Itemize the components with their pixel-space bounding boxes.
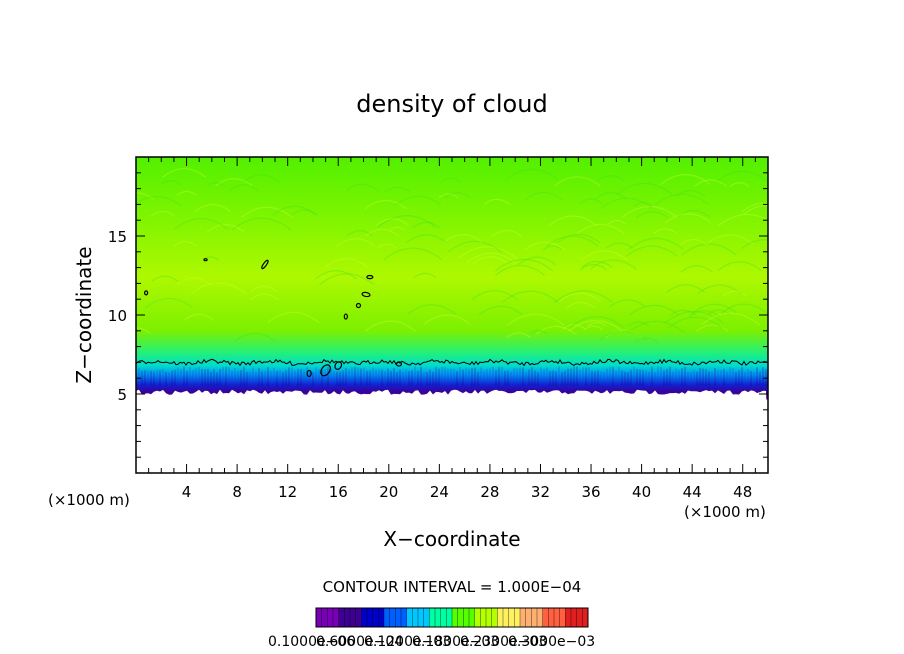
contour-interval-label: CONTOUR INTERVAL = 1.000E−04	[323, 578, 582, 596]
colorbar-swatch	[355, 608, 362, 627]
colorbar-swatch	[435, 608, 442, 627]
colorbar-swatch	[418, 608, 425, 627]
colorbar-label: 0.1800e−03	[412, 634, 499, 650]
colorbar-swatch	[576, 608, 583, 627]
colorbar-swatch	[565, 608, 572, 627]
colorbar-swatch	[423, 608, 430, 627]
y-axis-label: Z−coordinate	[72, 246, 96, 383]
colorbar-swatch	[520, 608, 527, 627]
colorbar-label: 0.1000e−06	[268, 634, 355, 650]
x-tick-label: 8	[232, 483, 242, 501]
colorbar-swatch	[474, 608, 481, 627]
colorbar-swatch	[548, 608, 555, 627]
colorbar-swatch	[508, 608, 515, 627]
colorbar-swatch	[395, 608, 402, 627]
y-tick-label: 15	[108, 228, 127, 246]
colorbar-swatch	[582, 608, 589, 627]
colorbar-swatch	[537, 608, 544, 627]
x-tick-label: 44	[683, 483, 702, 501]
colorbar-swatch	[469, 608, 476, 627]
colorbar-swatch	[367, 608, 374, 627]
colorbar-swatch	[446, 608, 453, 627]
colorbar-swatch	[338, 608, 345, 627]
colorbar-labels: 0.1000e−060.6000e−040.1200e−030.1800e−03…	[268, 634, 595, 650]
colorbar-swatch	[384, 608, 391, 627]
colorbar-swatch	[514, 608, 521, 627]
colorbar-swatch	[491, 608, 498, 627]
y-axis-ticks: 5 10 15	[108, 172, 768, 458]
colorbar-label: 0.1200e−03	[364, 634, 451, 650]
x-tick-label: 4	[182, 483, 192, 501]
colorbar-swatch	[429, 608, 436, 627]
colorbar-swatch	[525, 608, 532, 627]
colorbar-swatch	[571, 608, 578, 627]
x-unit-left: (×1000 m)	[48, 491, 130, 509]
x-tick-label: 32	[531, 483, 550, 501]
colorbar-swatch	[554, 608, 561, 627]
x-axis-ticks: 4 8 12 16 20 24 28 32 36 40 44 48	[148, 157, 756, 501]
chart-title: density of cloud	[356, 90, 547, 118]
colorbar-label: 0.2300e−03	[460, 634, 547, 650]
colorbar	[315, 607, 589, 628]
cloud-top-contour	[136, 358, 768, 367]
y-tick-label: 10	[108, 307, 127, 325]
x-tick-label: 12	[278, 483, 297, 501]
field-texture	[136, 168, 768, 386]
colorbar-swatch	[480, 608, 487, 627]
colorbar-swatch	[316, 608, 323, 627]
colorbar-label: 0.6000e−04	[316, 634, 403, 650]
cloud-base-edge	[136, 387, 768, 473]
y-tick-label: 5	[117, 386, 127, 404]
colorbar-swatch	[378, 608, 385, 627]
colorbar-swatch	[389, 608, 396, 627]
colorbar-swatch	[503, 608, 510, 627]
colorbar-swatch	[457, 608, 464, 627]
colorbar-swatch	[361, 608, 368, 627]
colorbar-swatch	[333, 608, 340, 627]
x-tick-label: 16	[329, 483, 348, 501]
colorbar-swatch	[406, 608, 413, 627]
colorbar-swatch	[559, 608, 566, 627]
x-tick-label: 48	[733, 483, 752, 501]
colorbar-swatch	[452, 608, 459, 627]
x-axis-label: X−coordinate	[383, 527, 520, 551]
small-contours	[144, 258, 403, 378]
colorbar-label: 0.3000e−03	[508, 634, 595, 650]
colorbar-swatch	[350, 608, 357, 627]
colorbar-swatch	[486, 608, 493, 627]
x-tick-label: 40	[632, 483, 651, 501]
x-tick-label: 20	[379, 483, 398, 501]
x-tick-label: 28	[480, 483, 499, 501]
colorbar-swatch	[412, 608, 419, 627]
x-tick-label: 24	[430, 483, 449, 501]
colorbar-swatch	[327, 608, 334, 627]
colorbar-swatch	[372, 608, 379, 627]
colorbar-swatch	[440, 608, 447, 627]
colorbar-swatch	[401, 608, 408, 627]
colorbar-swatch	[463, 608, 470, 627]
colorbar-swatch	[497, 608, 504, 627]
colorbar-swatch	[531, 608, 538, 627]
colorbar-swatch	[344, 608, 351, 627]
x-tick-label: 36	[581, 483, 600, 501]
x-unit-right: (×1000 m)	[684, 503, 766, 521]
colorbar-swatch	[321, 608, 328, 627]
colorbar-swatch	[542, 608, 549, 627]
